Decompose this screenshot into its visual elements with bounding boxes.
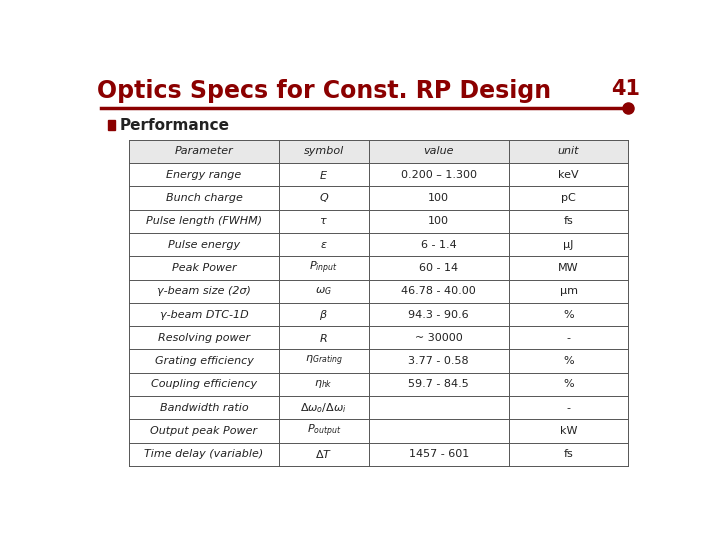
Text: Coupling efficiency: Coupling efficiency [151,380,257,389]
Text: μm: μm [559,286,577,296]
Text: $\eta_{Grating}$: $\eta_{Grating}$ [305,354,343,368]
Text: $P_{output}$: $P_{output}$ [307,423,341,439]
Text: 60 - 14: 60 - 14 [419,263,458,273]
Text: Bunch charge: Bunch charge [166,193,243,203]
Text: ~ 30000: ~ 30000 [415,333,462,343]
Text: μJ: μJ [563,240,574,249]
Text: 100: 100 [428,193,449,203]
Text: fs: fs [564,216,573,226]
Text: value: value [423,146,454,156]
Text: MW: MW [558,263,579,273]
Bar [129,140,629,163]
Text: -: - [567,403,570,413]
Text: symbol: symbol [304,146,344,156]
Text: 0.200 – 1.300: 0.200 – 1.300 [401,170,477,180]
Text: 59.7 - 84.5: 59.7 - 84.5 [408,380,469,389]
Text: Peak Power: Peak Power [171,263,236,273]
Text: γ-beam size (2σ): γ-beam size (2σ) [157,286,251,296]
Text: 1457 - 601: 1457 - 601 [408,449,469,460]
Text: Optics Specs for Const. RP Design: Optics Specs for Const. RP Design [97,79,552,103]
Text: 46.78 - 40.00: 46.78 - 40.00 [401,286,476,296]
Text: $\tau$: $\tau$ [320,216,328,226]
Text: Performance: Performance [120,118,230,133]
Text: 41: 41 [611,79,639,99]
Text: %: % [563,309,574,320]
Text: %: % [563,380,574,389]
Text: 100: 100 [428,216,449,226]
Text: Energy range: Energy range [166,170,242,180]
Text: $\beta$: $\beta$ [320,307,328,321]
Text: 6 - 1.4: 6 - 1.4 [420,240,456,249]
Text: Resolving power: Resolving power [158,333,250,343]
Text: $\eta_{hk}$: $\eta_{hk}$ [315,379,333,390]
Text: Pulse length (FWHM): Pulse length (FWHM) [146,216,262,226]
Text: fs: fs [564,449,573,460]
Text: $\varepsilon$: $\varepsilon$ [320,240,328,249]
Text: Time delay (variable): Time delay (variable) [144,449,264,460]
Text: -: - [567,333,570,343]
Text: Bandwidth ratio: Bandwidth ratio [160,403,248,413]
Text: unit: unit [558,146,580,156]
Text: γ-beam DTC-1D: γ-beam DTC-1D [160,309,248,320]
Bar [108,120,115,131]
Text: kW: kW [559,426,577,436]
Text: Pulse energy: Pulse energy [168,240,240,249]
Text: $\Delta\omega_o/\Delta\omega_i$: $\Delta\omega_o/\Delta\omega_i$ [300,401,347,415]
Text: Parameter: Parameter [174,146,233,156]
Text: 94.3 - 90.6: 94.3 - 90.6 [408,309,469,320]
Text: pC: pC [561,193,576,203]
Text: Grating efficiency: Grating efficiency [155,356,253,366]
Text: $R$: $R$ [320,332,328,344]
Text: Output peak Power: Output peak Power [150,426,258,436]
Text: $P_{input}$: $P_{input}$ [310,260,338,276]
Text: $Q$: $Q$ [319,192,329,205]
Text: %: % [563,356,574,366]
Text: 3.77 - 0.58: 3.77 - 0.58 [408,356,469,366]
Text: $\Delta T$: $\Delta T$ [315,448,333,461]
Text: $E$: $E$ [320,168,328,180]
Text: $\omega_G$: $\omega_G$ [315,285,333,297]
Text: keV: keV [558,170,579,180]
